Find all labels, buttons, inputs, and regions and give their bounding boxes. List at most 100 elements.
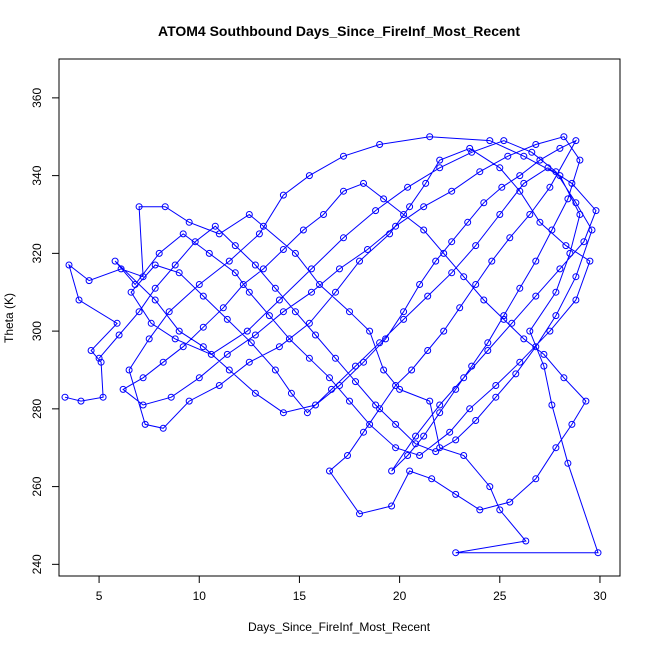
data-point — [404, 183, 412, 191]
data-point — [207, 350, 215, 358]
data-point — [564, 459, 572, 467]
y-tick-label: 240 — [30, 554, 44, 574]
data-point — [516, 187, 524, 195]
data-point — [340, 234, 347, 242]
data-point — [580, 238, 588, 246]
data-point — [179, 343, 187, 351]
data-point — [400, 211, 408, 218]
data-point — [536, 156, 544, 164]
data-point — [436, 401, 444, 409]
data-point — [119, 385, 127, 393]
data-point — [279, 409, 287, 417]
data-point — [225, 366, 233, 374]
data-point — [480, 296, 488, 304]
data-point — [159, 358, 167, 366]
x-tick-label: 10 — [193, 589, 207, 603]
data-point — [592, 207, 600, 215]
data-point — [259, 265, 267, 273]
data-point — [179, 230, 187, 238]
data-point — [572, 199, 580, 207]
data-point — [151, 296, 159, 304]
data-point — [504, 152, 512, 160]
data-point — [552, 312, 560, 320]
data-point — [285, 335, 293, 343]
y-tick-label: 320 — [30, 243, 44, 263]
data-point — [139, 374, 147, 382]
data-point — [540, 362, 548, 370]
data-point — [77, 397, 85, 405]
data-point — [340, 152, 347, 160]
data-point — [125, 366, 133, 374]
data-point — [412, 440, 420, 448]
data-point — [436, 156, 444, 164]
data-point — [147, 319, 155, 327]
data-point — [386, 230, 394, 238]
data-point — [406, 467, 414, 475]
data-point — [532, 343, 540, 351]
data-point — [498, 183, 506, 191]
data-point — [85, 277, 93, 285]
data-point — [316, 281, 323, 288]
data-point — [211, 222, 219, 230]
data-point — [199, 323, 207, 331]
data-point — [344, 452, 351, 459]
data-point — [155, 249, 163, 257]
data-point — [360, 358, 367, 366]
data-point — [436, 444, 444, 452]
data-point — [305, 319, 313, 327]
data-point — [271, 366, 279, 374]
y-axis-label: Theta (K) — [2, 293, 16, 343]
data-point — [231, 269, 239, 277]
data-point — [223, 350, 231, 358]
data-point — [372, 207, 380, 215]
data-point — [376, 339, 384, 347]
data-point — [466, 144, 474, 152]
data-point — [366, 420, 374, 428]
data-point — [568, 179, 576, 187]
data-point — [448, 269, 456, 277]
data-point — [526, 327, 534, 335]
data-point — [175, 269, 183, 277]
data-point — [287, 389, 295, 397]
data-point — [326, 467, 333, 475]
data-point — [364, 246, 371, 253]
data-point — [312, 401, 319, 409]
data-point — [299, 226, 307, 234]
data-point — [594, 549, 602, 557]
data-point — [247, 339, 255, 347]
data-point — [516, 358, 524, 366]
data-point — [496, 211, 504, 218]
data-point — [239, 281, 247, 288]
data-point — [171, 261, 179, 269]
data-point — [552, 444, 560, 452]
data-point — [540, 350, 548, 358]
data-point — [436, 164, 444, 172]
data-point — [340, 187, 347, 195]
data-point — [566, 249, 574, 257]
data-point — [440, 249, 448, 257]
data-point — [139, 401, 147, 409]
data-point — [506, 498, 514, 506]
x-axis: 5 10 15 20 25 30 — [96, 575, 607, 603]
data-point — [448, 187, 456, 195]
data-point — [151, 284, 159, 292]
data-point — [546, 327, 554, 335]
data-point — [544, 164, 552, 172]
data-point — [422, 179, 430, 187]
data-point — [520, 335, 528, 343]
data-point — [500, 315, 508, 323]
data-point — [420, 226, 428, 234]
data-point — [251, 261, 259, 269]
data-point — [75, 296, 83, 304]
data-point — [484, 339, 492, 347]
data-point — [87, 347, 95, 354]
data-point — [446, 428, 454, 436]
data-point — [195, 281, 203, 288]
data-point — [265, 312, 273, 320]
data-point — [476, 168, 484, 176]
y-tick-label: 300 — [30, 321, 44, 341]
data-point — [426, 397, 434, 405]
data-point — [185, 218, 193, 226]
data-point — [588, 226, 596, 234]
data-point — [452, 490, 460, 498]
